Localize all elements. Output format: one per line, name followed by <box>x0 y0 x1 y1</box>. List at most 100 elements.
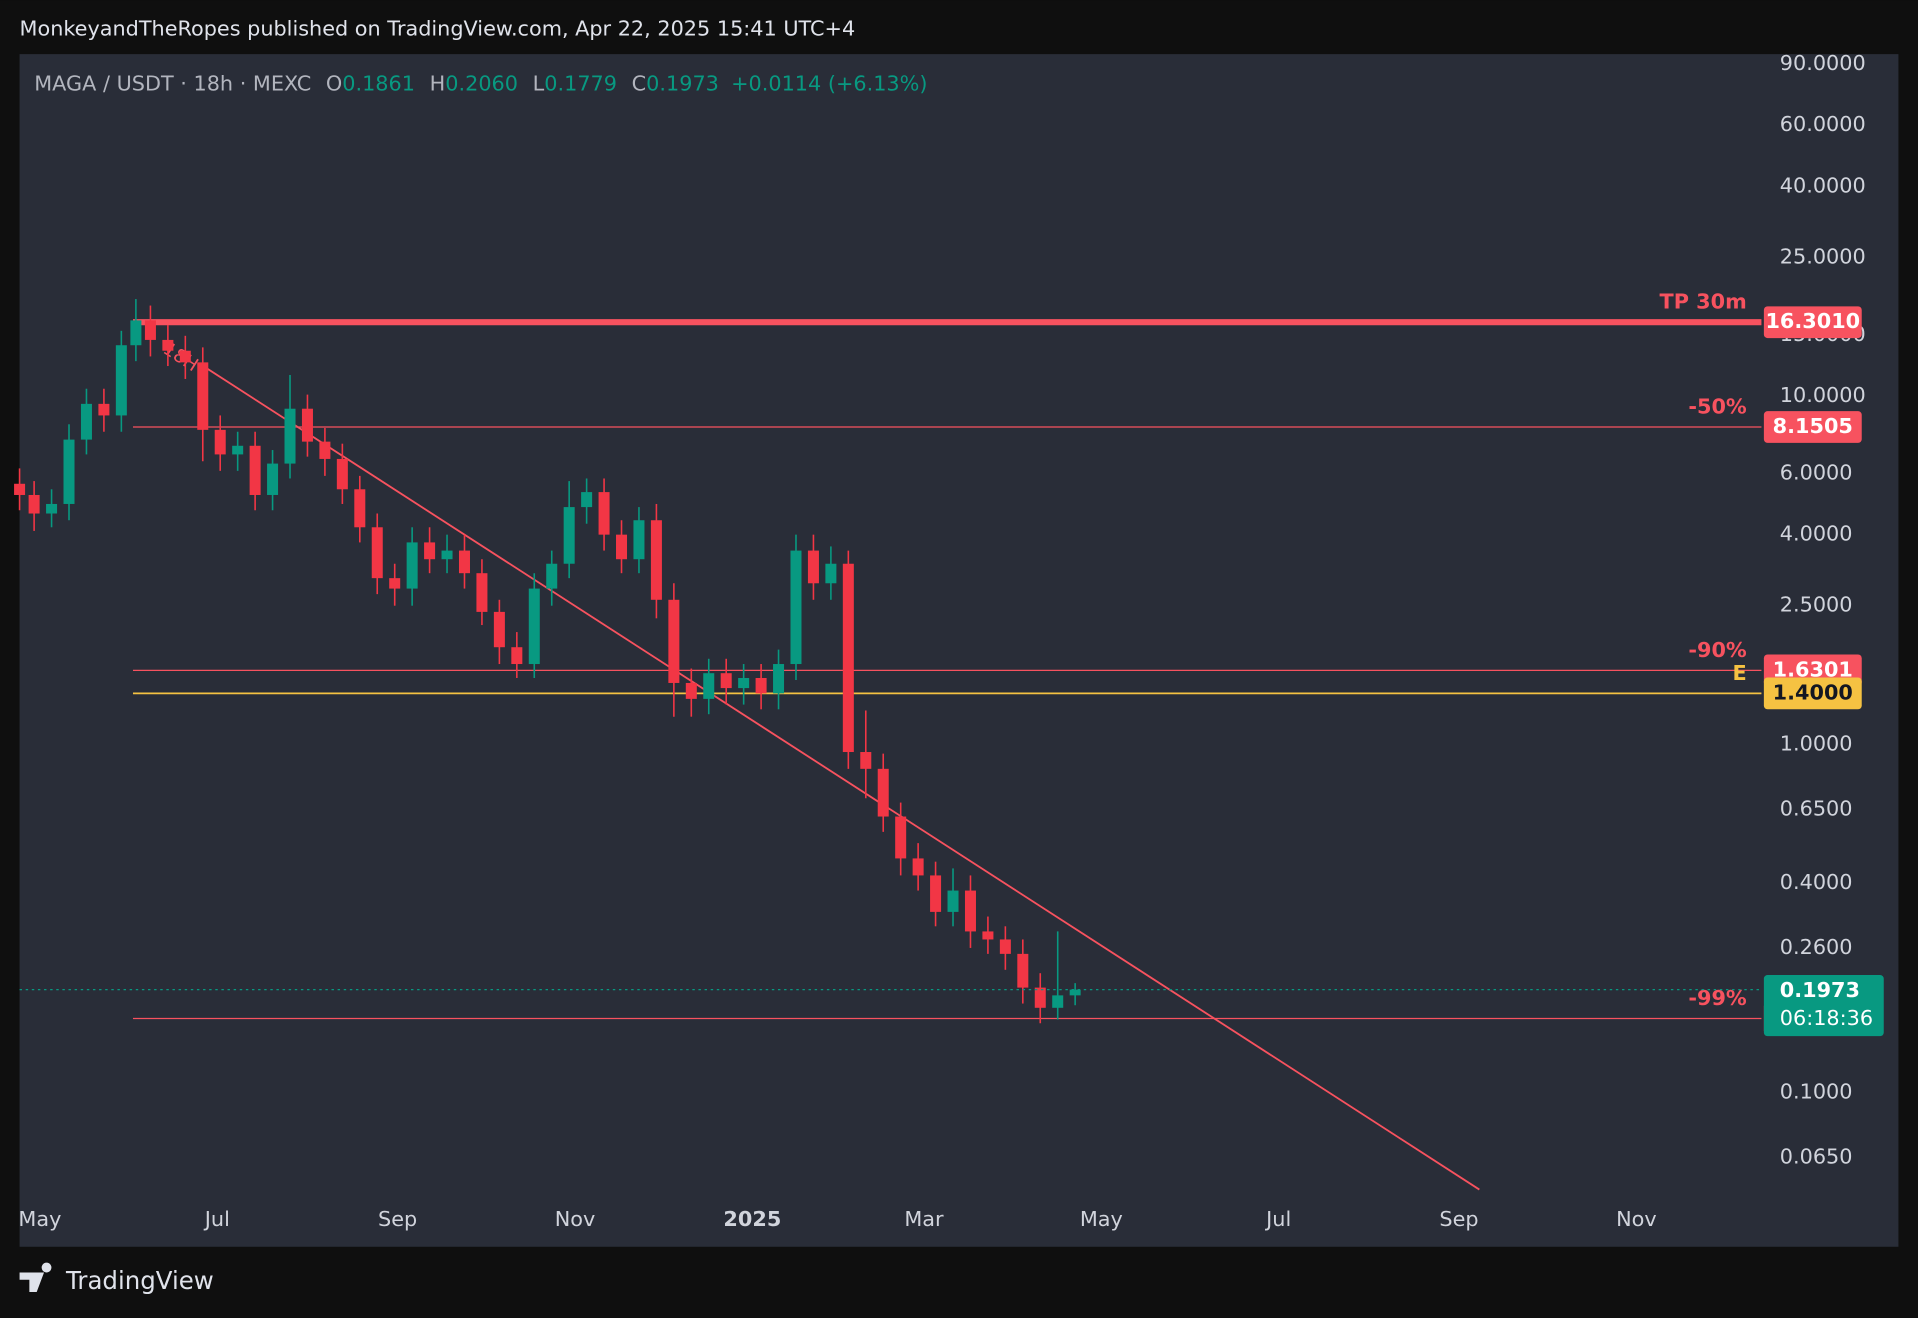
candle-body <box>668 599 680 683</box>
y-tick-label: 0.0650 <box>1780 1145 1853 1169</box>
y-tick-label: 4.0000 <box>1780 522 1853 546</box>
level-label: -99% <box>1688 986 1747 1010</box>
candle-body <box>80 403 92 440</box>
y-tick-label: 40.0000 <box>1780 173 1866 197</box>
candle-body <box>144 320 156 340</box>
candle-body <box>877 768 889 817</box>
y-tick-label: 6.0000 <box>1780 460 1853 484</box>
level-price-tag <box>1763 677 1862 710</box>
candle-body <box>371 527 383 579</box>
level-price-label: 16.3010 <box>1765 309 1860 333</box>
level-label: -90% <box>1688 638 1747 662</box>
brand-name: TradingView <box>65 1266 214 1295</box>
candle-body <box>563 507 575 564</box>
y-tick-label: 0.2600 <box>1780 935 1853 959</box>
publish-header: MonkeyandTheRopes published on TradingVi… <box>20 17 856 41</box>
candle-body <box>650 520 662 600</box>
candle-body <box>179 350 191 363</box>
candle-body <box>790 550 802 665</box>
y-tick-label: 0.4000 <box>1780 870 1853 894</box>
level-label: -50% <box>1688 394 1747 418</box>
candle-body <box>476 573 488 612</box>
y-tick-label: 0.1000 <box>1780 1079 1853 1103</box>
candle-body <box>825 563 837 584</box>
candle-body <box>964 890 976 932</box>
y-tick-label: 0.6500 <box>1780 796 1853 820</box>
ohlc-key: H <box>430 72 446 96</box>
level-label: E <box>1733 661 1747 685</box>
x-tick-label: Nov <box>1616 1207 1657 1231</box>
candle-body <box>14 483 26 495</box>
level-price-tag <box>1763 411 1862 443</box>
x-tick-label: Sep <box>1439 1207 1478 1231</box>
candle-body <box>598 492 610 535</box>
x-tick-label: May <box>18 1207 61 1231</box>
y-tick-label: 25.0000 <box>1780 245 1866 269</box>
ohlc-value: 0.2060 <box>445 72 518 96</box>
candle-body <box>267 463 279 495</box>
candle-body <box>895 816 907 859</box>
y-tick-label: 60.0000 <box>1780 112 1866 136</box>
candle-body <box>703 673 715 699</box>
plot-panel <box>19 54 1899 1247</box>
countdown-label: 06:18:36 <box>1780 1006 1873 1030</box>
ohlc-value: 0.1973 <box>646 72 719 96</box>
candle-body <box>336 458 348 490</box>
candle-body <box>458 550 470 574</box>
candle-body <box>930 875 942 912</box>
candle-body <box>406 542 418 589</box>
candle-body <box>162 339 174 351</box>
candle-body <box>616 534 628 560</box>
candle-body <box>441 550 453 560</box>
candle-body <box>755 677 767 694</box>
candle-body <box>197 362 209 430</box>
candle-body <box>63 439 75 504</box>
level-price-tag <box>1763 306 1862 339</box>
x-tick-label: Sep <box>378 1207 417 1231</box>
candle-body <box>511 647 523 665</box>
candle-body <box>301 408 313 442</box>
candle-body <box>633 520 645 560</box>
level-label: TP 30m <box>1660 290 1747 314</box>
candle-body <box>389 578 401 589</box>
x-tick-label: Jul <box>203 1207 230 1231</box>
x-tick-label: Jul <box>1264 1207 1291 1231</box>
candle-body <box>1017 953 1029 988</box>
ohlc-key: C <box>632 72 647 96</box>
candle-body <box>28 494 40 514</box>
symbol-legend: MAGA / USDT · 18h · MEXC O0.1861 H0.2060 L0… <box>34 72 927 96</box>
candle-body <box>493 611 505 648</box>
x-tick-label: 2025 <box>723 1207 781 1231</box>
candle-body <box>685 682 697 699</box>
ohlc-value: 0.1861 <box>342 72 415 96</box>
candle-body <box>720 673 732 689</box>
level-price-label: 1.4000 <box>1773 680 1853 704</box>
x-tick-label: Nov <box>555 1207 596 1231</box>
candle-body <box>738 677 750 689</box>
x-tick-label: Mar <box>904 1207 944 1231</box>
candle-body <box>115 345 127 416</box>
candle-body <box>1052 995 1064 1008</box>
brand: TradingView <box>19 1262 214 1295</box>
candle-body <box>1034 987 1046 1008</box>
candle-body <box>842 563 854 753</box>
candle-body <box>528 588 540 665</box>
candle-body <box>232 445 244 455</box>
symbol: MAGA / USDT · 18h · MEXC <box>34 72 311 96</box>
candle-body <box>581 492 593 508</box>
candle-body <box>999 939 1011 954</box>
candle-body <box>807 550 819 584</box>
candle-body <box>860 752 872 769</box>
y-tick-label: 10.0000 <box>1780 383 1866 407</box>
candle-body <box>249 445 261 495</box>
ohlc-value: 0.1779 <box>544 72 617 96</box>
change: +0.0114 (+6.13%) <box>731 72 927 96</box>
last-price-label: 0.1973 <box>1780 978 1860 1002</box>
candle-body <box>982 931 994 940</box>
candle-body <box>98 403 110 416</box>
brand-logo <box>19 1262 52 1293</box>
ohlc-key: O <box>326 72 342 96</box>
y-tick-label: 90.0000 <box>1780 51 1866 75</box>
candle-body <box>773 664 785 694</box>
